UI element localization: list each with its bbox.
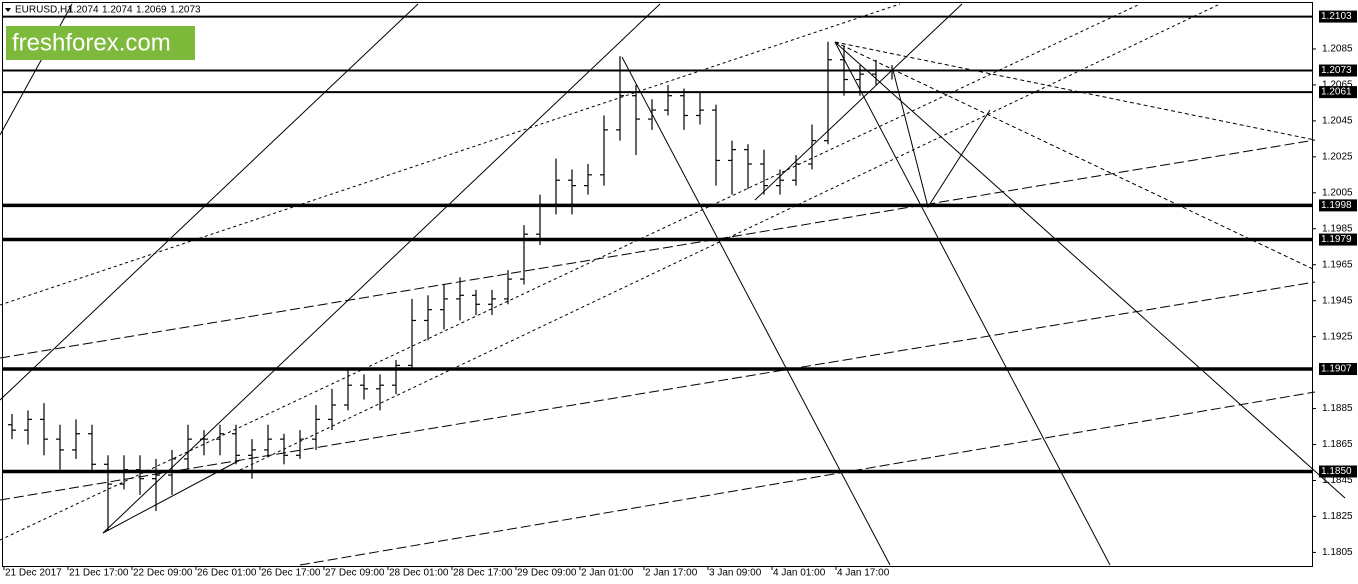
x-tick-label: 28 Dec 17:00: [453, 568, 513, 579]
y-tick-label: 1.1825: [1322, 511, 1353, 522]
level-label: 1.2061: [1321, 87, 1352, 98]
quote-open: 1.2074: [68, 5, 99, 16]
red-dashed-line: [834, 41, 1316, 271]
level-label-box: [1319, 465, 1357, 478]
y-tick-label: 1.1925: [1322, 331, 1353, 342]
x-tick-label: 2 Jan 17:00: [645, 568, 698, 579]
x-tick-label: 21 Dec 17:00: [69, 568, 129, 579]
y-tick-label: 1.2005: [1322, 187, 1353, 198]
y-tick-label: 1.2085: [1322, 44, 1353, 55]
watermark-box: [6, 26, 195, 60]
x-tick-label: 29 Dec 09:00: [517, 568, 577, 579]
quote-close: 1.2073: [170, 5, 201, 16]
y-tick-label: 1.2065: [1322, 80, 1353, 91]
price-bars: [8, 41, 896, 531]
fan-line: [0, 139, 1316, 359]
x-tick-label: 22 Dec 09:00: [133, 568, 193, 579]
level-label: 1.1998: [1321, 200, 1352, 211]
y-tick-label: 1.1845: [1322, 475, 1353, 486]
level-label-box: [1319, 10, 1357, 23]
chart-title: EURUSD,H1: [15, 5, 73, 16]
red-line: [621, 56, 891, 566]
level-label: 1.1907: [1321, 364, 1352, 375]
fan-line: [299, 391, 1316, 566]
y-tick-label: 1.1805: [1322, 547, 1353, 558]
quote-low: 1.2069: [136, 5, 167, 16]
trend-line: [0, 3, 73, 136]
x-tick-label: 2 Jan 01:00: [581, 568, 634, 579]
menu-arrow: [5, 8, 11, 12]
y-tick-label: 1.2045: [1322, 116, 1353, 127]
axes: 1.20851.20651.20451.20251.20051.19851.19…: [3, 44, 1353, 579]
y-tick-label: 1.1885: [1322, 403, 1353, 414]
level-label: 1.2103: [1321, 11, 1352, 22]
level-label: 1.1979: [1321, 234, 1352, 245]
level-label-box: [1319, 199, 1357, 212]
x-tick-label: 26 Dec 17:00: [261, 568, 321, 579]
x-tick-label: 28 Dec 01:00: [389, 568, 449, 579]
quote-high: 1.2074: [102, 5, 133, 16]
y-tick-label: 1.1945: [1322, 295, 1353, 306]
level-label-box: [1319, 64, 1357, 77]
levels: 1.2103 1.2073 1.2061 1.1998 1.1979 1.1907 1.18…: [3, 10, 1357, 478]
trend-line: [754, 3, 963, 201]
red-line: [834, 41, 1111, 566]
y-tick-label: 1.1965: [1322, 259, 1353, 270]
x-tick-label: 4 Jan 17:00: [837, 568, 890, 579]
y-tick-label: 1.2025: [1322, 151, 1353, 162]
x-tick-label: 3 Jan 09:00: [709, 568, 762, 579]
fan-line: [0, 281, 1316, 501]
x-tick-label: 21 Dec 2017: [5, 568, 62, 579]
level-label: 1.2073: [1321, 65, 1352, 76]
y-tick-label: 1.1865: [1322, 439, 1353, 450]
x-tick-label: 4 Jan 01:00: [773, 568, 826, 579]
red-dashed-line: [834, 41, 1316, 141]
channel-line: [239, 3, 1221, 471]
channel-line: [0, 3, 901, 306]
x-tick-label: 27 Dec 09:00: [325, 568, 385, 579]
red-line: [834, 41, 1346, 499]
watermark: freshforex.com: [12, 29, 171, 56]
plot-frame: [2, 2, 1313, 567]
level-label: 1.1850: [1321, 466, 1352, 477]
level-label-box: [1319, 363, 1357, 376]
level-label-box: [1319, 86, 1357, 99]
level-label-box: [1319, 233, 1357, 246]
y-tick-label: 1.1985: [1322, 223, 1353, 234]
x-tick-label: 26 Dec 01:00: [197, 568, 257, 579]
